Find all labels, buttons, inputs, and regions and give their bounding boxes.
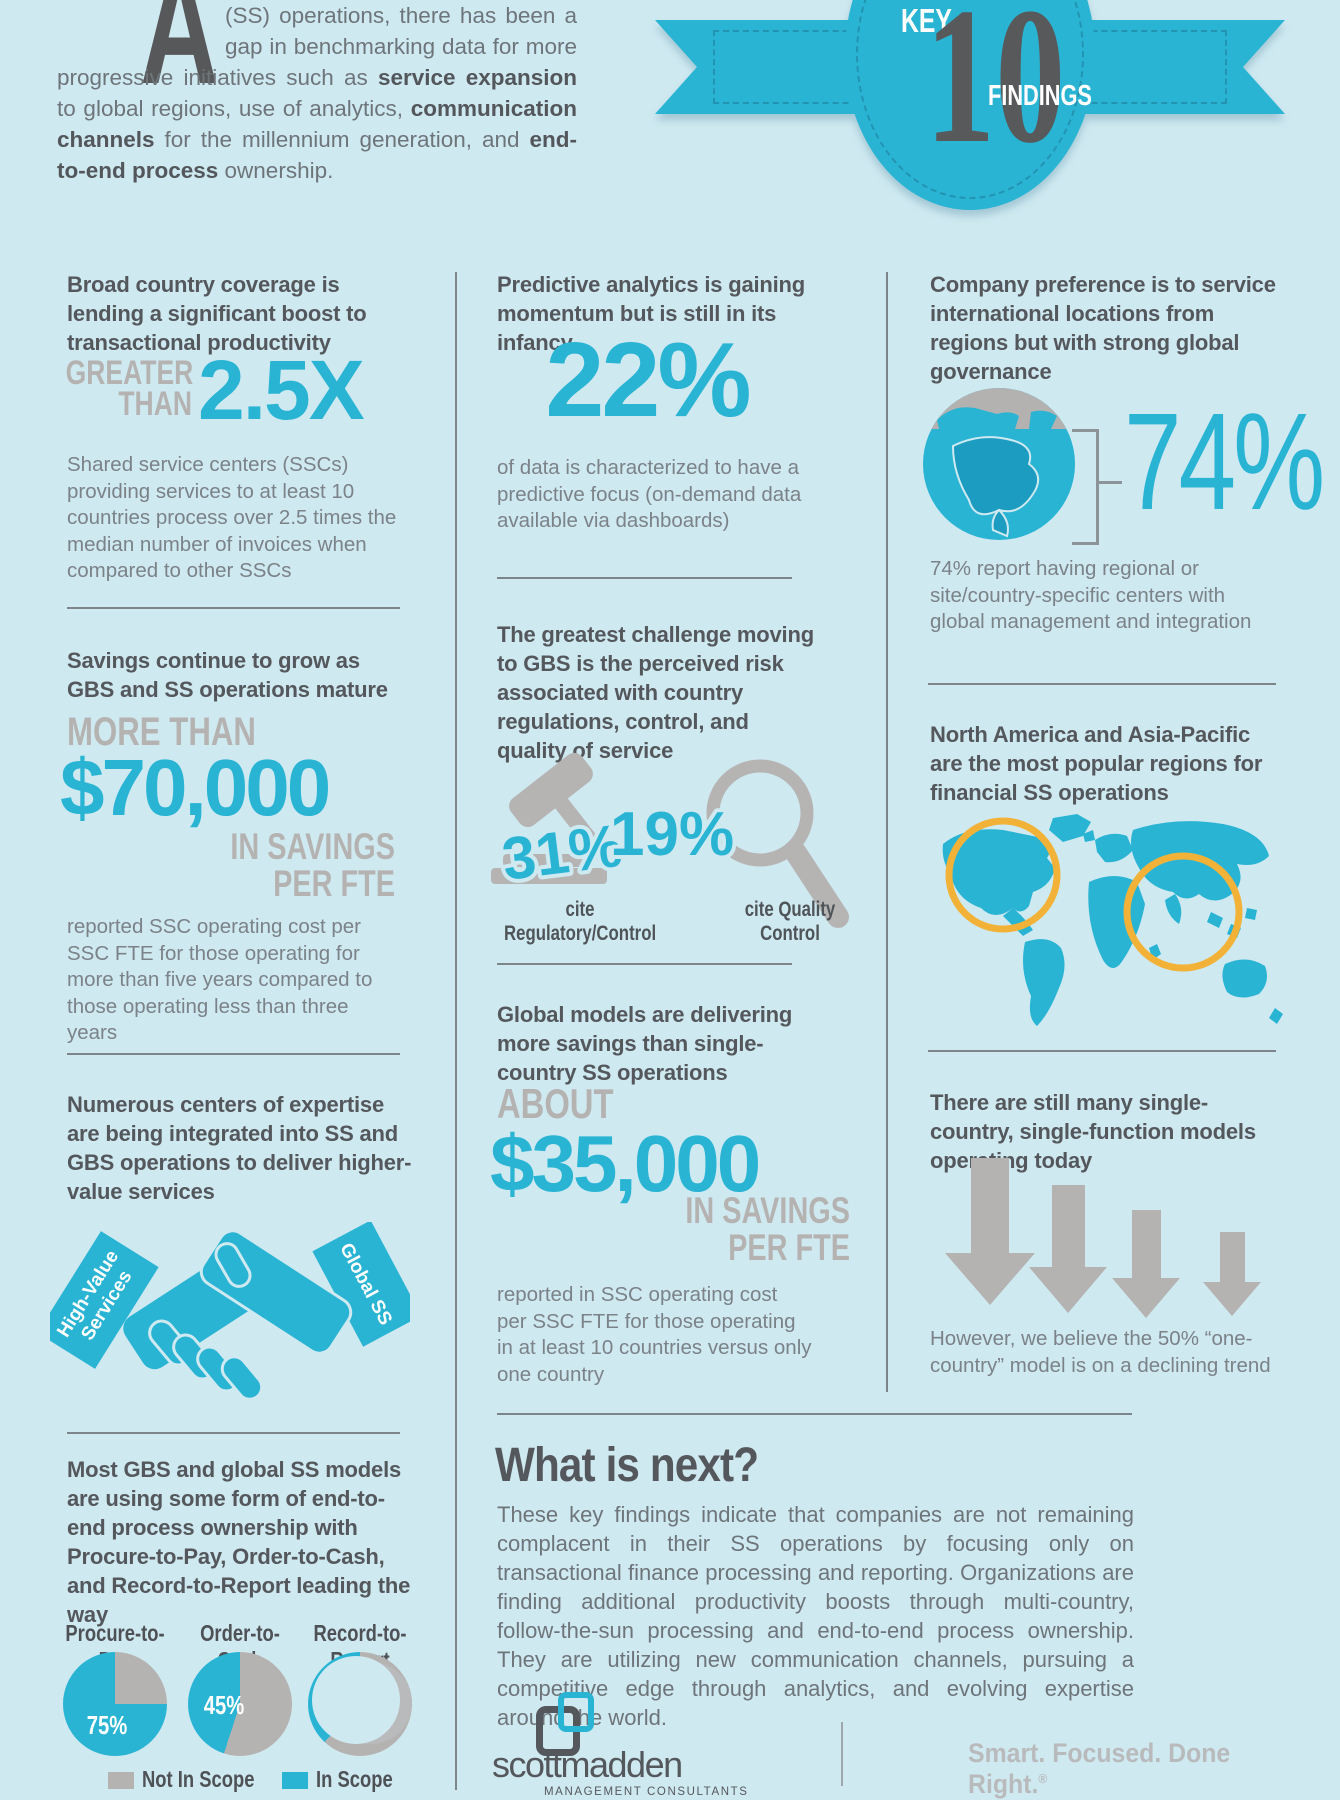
finding10-heading: There are still many single-country, sin… [930,1090,1256,1173]
brand-wordmark: scottmadden [492,1744,683,1785]
down-arrow-icon [1112,1210,1180,1318]
badge-number: 10 [925,0,1066,184]
gavel-icon: 31% [483,748,693,903]
divider [928,1050,1276,1052]
finding5-stat-value: 22% [545,321,751,439]
divider [67,1053,400,1055]
legend-swatch-in-scope [282,1772,308,1789]
registered-mark: ® [1038,1771,1048,1786]
footer-divider [841,1722,843,1786]
badge-dashed-border [856,0,1084,199]
handshake-icon: High-Value Services Global SS [37,1220,422,1417]
finding5-heading: Predictive analytics is gaining momentum… [497,272,806,355]
finding1-stat-prefix: GREATER THAN [65,354,194,423]
finding6-caption-1: cite Regulatory/Control [504,898,657,945]
finding7-stat-value: $35,000 [490,1119,761,1208]
finding2-stat-value: $70,000 [60,743,331,832]
finding7-stat-suffix: IN SAVINGS PER FTE [685,1190,850,1268]
column-divider [455,272,457,1790]
bracket-shape [1072,429,1099,545]
ribbon-banner [655,20,1285,114]
finding5-body: of data is characterized to have a predi… [497,456,802,532]
legend-label-in-scope: In Scope [316,1766,393,1792]
finding2-stat-prefix: MORE THAN [67,710,256,754]
pie-chart-order-to-cash: 45% [188,1652,292,1756]
intro-dropcap: A [140,0,219,117]
divider [928,683,1276,685]
pie-value-label: 45% [203,1690,245,1720]
finding8-stat-value: 74% [1124,385,1325,539]
finding3-heading: Numerous centers of expertise are being … [67,1092,412,1204]
badge-circle: KEY 10 FINDINGS [845,0,1095,210]
pie-value-label: 75% [86,1710,128,1740]
down-arrow-icon [945,1158,1035,1305]
badge-key-label: KEY [901,2,952,39]
finding1-body: Shared service centers (SSCs) providing … [67,453,397,582]
legend-label-not-in-scope: Not In Scope [142,1766,255,1792]
down-arrow-icon [1203,1232,1261,1316]
finding10-body: However, we believe the 50% “one-country… [930,1327,1271,1377]
dropcap-spacer [57,0,225,32]
divider [67,607,400,609]
intro-paragraph: (SS) operations, there has been a gap in… [57,0,577,186]
magnifier-icon: 19% [600,735,870,940]
finding7-body: reported in SSC operating cost per SSC F… [497,1283,812,1386]
finding8-heading: Company preference is to service interna… [930,272,1276,384]
brand-subtitle: MANAGEMENT CONSULTANTS [544,1786,749,1798]
highlight-circle-asia-pacific [1123,852,1243,972]
logo-square-teal [558,1692,594,1732]
pie-chart-procure-to-pay: 75% [63,1652,167,1756]
finding6-heading: The greatest challenge moving to GBS is … [497,622,814,763]
finding9-heading: North America and Asia-Pacific are the m… [930,722,1263,805]
finding1-heading: Broad country coverage is lending a sign… [67,272,367,355]
finding6-caption-2: cite Quality Control [744,898,836,945]
whats-next-paragraph: These key findings indicate that compani… [497,1502,1134,1730]
finding4-heading: Most GBS and global SS models are using … [67,1457,411,1627]
finding7-heading: Global models are delivering more saving… [497,1002,793,1085]
finding1-stat-value: 2.5X [198,343,365,437]
down-arrow-icon [1029,1185,1107,1313]
finding6-stat-value-2: 19% [610,800,734,869]
divider [497,577,792,579]
highlight-circle-north-america [945,817,1061,933]
finding2-heading: Savings continue to grow as GBS and SS o… [67,648,388,702]
finding7-stat-prefix: ABOUT [497,1080,614,1127]
finding2-stat-suffix: IN SAVINGS PER FTE [230,826,395,904]
divider [67,1432,400,1434]
decorative-crescent-mask [312,1656,400,1744]
finding2-body: reported SSC operating cost per SSC FTE … [67,915,373,1044]
divider [497,963,792,965]
globe-icon [923,388,1075,540]
world-map [925,812,1290,1047]
ribbon-dashed-border [713,30,1227,104]
bracket-arm [1098,481,1122,484]
badge-findings-label: FINDINGS [988,80,1092,112]
footer-tagline: Smart. Focused. Done Right.® [968,1738,1231,1799]
finding8-body: 74% report having regional or site/count… [930,557,1252,633]
column-divider [886,272,888,1392]
whats-next-heading: What is next? [495,1439,759,1492]
legend-swatch-not-in-scope [108,1772,134,1789]
divider [497,1413,1132,1415]
